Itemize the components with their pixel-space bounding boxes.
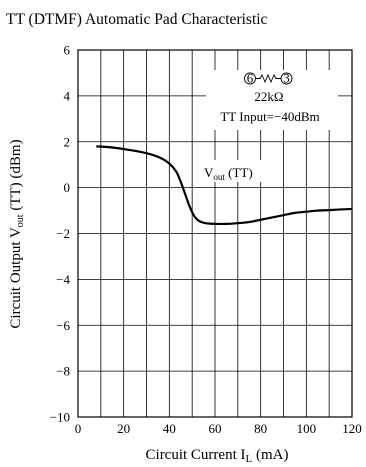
- pin-6-label: 6: [247, 71, 254, 86]
- resistor-value: 22kΩ: [254, 89, 283, 104]
- x-tick-label: 120: [342, 421, 362, 436]
- y-tick-label: 4: [64, 88, 71, 103]
- y-tick-label: −6: [56, 318, 70, 333]
- y-axis-label: Circuit Output Vout (TT) (dBm): [8, 139, 26, 328]
- series-label-sub: out: [213, 172, 225, 182]
- series-line-vout-tt: [96, 145, 353, 226]
- y-axis-label-suffix: (TT) (dBm): [8, 139, 24, 214]
- y-tick-label: −2: [56, 226, 70, 241]
- pin-3-label: 3: [283, 71, 290, 86]
- series-label-group: Vout (TT): [200, 160, 278, 182]
- y-tick-labels: −10 −8 −6 −4 −2 0 2 4 6: [50, 43, 71, 425]
- resistor-icon: [255, 73, 281, 84]
- y-axis-label-sub: out: [15, 214, 26, 227]
- tt-input-label: TT Input=−40dBm: [220, 109, 319, 124]
- x-tick-label: 60: [209, 421, 222, 436]
- x-tick-label: 100: [297, 421, 317, 436]
- x-axis-label-unit: (mA): [252, 447, 288, 463]
- y-tick-label: −8: [56, 364, 70, 379]
- y-tick-label: 6: [64, 43, 71, 58]
- x-tick-label: 80: [254, 421, 267, 436]
- x-axis-label-sub: L: [246, 453, 253, 465]
- annotation-box: 6 3 22kΩ TT Input=−40dBm: [206, 70, 338, 130]
- x-axis-label-main: Circuit Current I: [146, 447, 246, 463]
- x-tick-label: 0: [75, 421, 82, 436]
- x-tick-labels: 0 20 40 60 80 100 120: [75, 421, 362, 436]
- y-tick-label: 0: [64, 180, 71, 195]
- series-label: Vout (TT): [204, 165, 253, 182]
- series-layer: [96, 145, 353, 226]
- y-tick-label: −4: [56, 272, 70, 287]
- x-tick-label: 40: [163, 421, 176, 436]
- y-tick-label: −10: [50, 410, 70, 425]
- plot-frame: [77, 49, 353, 418]
- y-axis-label-prefix: Circuit Output V: [8, 227, 24, 329]
- y-tick-label: 2: [64, 134, 71, 149]
- pin-3-circle: [280, 72, 293, 85]
- series-label-suffix: (TT): [225, 165, 253, 180]
- series-label-prefix: V: [204, 165, 214, 180]
- x-tick-label: 20: [117, 421, 130, 436]
- chart-title: TT (DTMF) Automatic Pad Characteristic: [6, 11, 268, 28]
- x-axis-label: Circuit Current IL (mA): [146, 447, 289, 465]
- series-label-bg: [200, 160, 278, 182]
